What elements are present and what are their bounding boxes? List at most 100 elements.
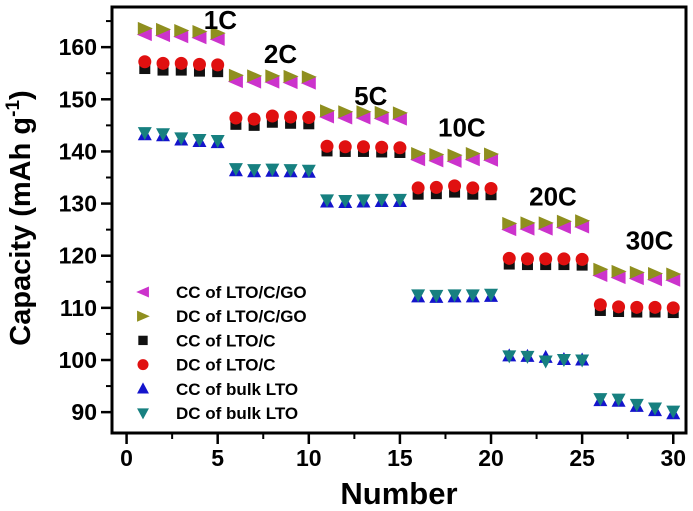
data-point-marker bbox=[464, 153, 480, 167]
data-point-marker bbox=[283, 164, 298, 178]
series-dc-of-lto-c bbox=[138, 55, 680, 315]
data-point-marker bbox=[593, 298, 607, 312]
data-point-marker bbox=[556, 214, 572, 228]
data-point-marker bbox=[610, 271, 626, 285]
data-point-marker bbox=[502, 251, 516, 265]
data-point-marker bbox=[648, 266, 664, 280]
data-point-marker bbox=[393, 141, 407, 155]
data-point-marker bbox=[246, 75, 262, 89]
y-axis-title: Capacity (mAh g-1) bbox=[3, 90, 37, 345]
legend-marker bbox=[137, 408, 149, 420]
data-point-marker bbox=[356, 105, 372, 119]
legend-item: DC of LTO/C bbox=[137, 356, 275, 375]
data-point-marker bbox=[612, 300, 626, 314]
data-point-marker bbox=[647, 273, 663, 287]
legend: CC of LTO/C/GO DC of LTO/C/GO CC of LTO/C D… bbox=[136, 283, 307, 423]
data-point-marker bbox=[539, 252, 553, 266]
data-point-marker bbox=[338, 105, 354, 119]
data-point-marker bbox=[611, 264, 627, 278]
data-point-marker bbox=[538, 355, 553, 369]
legend-marker bbox=[136, 286, 149, 298]
data-point-marker bbox=[156, 128, 171, 142]
data-point-marker bbox=[192, 133, 207, 147]
y-tick-label: 90 bbox=[71, 399, 97, 425]
data-point-marker bbox=[411, 147, 427, 161]
data-point-marker bbox=[373, 112, 389, 126]
data-point-marker bbox=[484, 147, 500, 161]
x-tick-label: 5 bbox=[211, 445, 224, 471]
data-point-marker bbox=[429, 148, 445, 162]
data-point-marker bbox=[448, 179, 462, 193]
y-tick-label: 110 bbox=[60, 295, 97, 321]
y-tick-label: 140 bbox=[59, 138, 97, 164]
data-point-marker bbox=[302, 111, 316, 125]
data-point-marker bbox=[229, 111, 243, 125]
data-point-marker bbox=[575, 252, 589, 266]
data-point-marker bbox=[301, 70, 317, 84]
data-point-marker bbox=[483, 153, 499, 167]
legend-label: DC of LTO/C bbox=[176, 356, 275, 375]
legend-item: DC of LTO/C/GO bbox=[137, 307, 307, 326]
data-point-marker bbox=[264, 75, 280, 89]
data-point-marker bbox=[446, 154, 462, 168]
x-tick-label: 0 bbox=[120, 445, 133, 471]
legend-label: CC of LTO/C bbox=[176, 331, 275, 350]
data-point-marker bbox=[156, 56, 170, 70]
data-point-marker bbox=[247, 112, 261, 126]
data-point-marker bbox=[484, 181, 498, 195]
data-point-marker bbox=[211, 58, 225, 72]
legend-label: CC of LTO/C/GO bbox=[176, 283, 307, 302]
data-point-marker bbox=[319, 110, 335, 124]
data-point-marker bbox=[355, 111, 371, 125]
data-point-marker bbox=[174, 132, 189, 146]
legend-item: CC of bulk LTO bbox=[137, 380, 298, 399]
data-point-marker bbox=[648, 402, 663, 416]
data-point-marker bbox=[502, 216, 518, 230]
data-point-marker bbox=[138, 55, 152, 69]
data-point-marker bbox=[447, 148, 463, 162]
legend-marker bbox=[137, 382, 149, 394]
data-point-marker bbox=[630, 300, 644, 314]
data-point-marker bbox=[375, 140, 389, 154]
data-point-marker bbox=[228, 163, 243, 177]
plot-area bbox=[110, 5, 688, 435]
data-point-marker bbox=[593, 393, 608, 407]
data-point-marker bbox=[592, 269, 608, 283]
data-point-marker bbox=[137, 127, 152, 141]
data-point-marker bbox=[156, 22, 172, 36]
data-point-marker bbox=[247, 164, 262, 178]
data-point-marker bbox=[338, 194, 353, 208]
data-point-marker bbox=[174, 23, 190, 37]
data-point-marker bbox=[611, 393, 626, 407]
data-point-marker bbox=[137, 21, 153, 35]
data-point-marker bbox=[210, 134, 225, 148]
x-tick-label: 10 bbox=[296, 445, 322, 471]
data-point-marker bbox=[429, 289, 444, 303]
data-point-marker bbox=[629, 398, 644, 412]
rate-label: 10C bbox=[438, 112, 486, 142]
data-point-marker bbox=[484, 288, 499, 302]
data-point-marker bbox=[174, 56, 188, 70]
legend-item: DC of bulk LTO bbox=[137, 404, 298, 423]
data-point-marker bbox=[392, 193, 407, 207]
data-point-marker bbox=[157, 64, 169, 76]
series-dc-of-lto-c-go bbox=[137, 21, 682, 281]
data-point-marker bbox=[466, 181, 480, 195]
data-point-marker bbox=[173, 30, 189, 44]
data-point-marker bbox=[301, 164, 316, 178]
legend-item: CC of LTO/C bbox=[138, 331, 275, 350]
data-point-marker bbox=[410, 153, 426, 167]
data-point-marker bbox=[209, 32, 225, 46]
data-point-marker bbox=[282, 76, 298, 90]
series-dc-of-bulk-lto bbox=[137, 127, 681, 419]
y-tick-label: 160 bbox=[59, 34, 97, 60]
data-point-marker bbox=[212, 66, 224, 78]
data-point-marker bbox=[374, 193, 389, 207]
data-point-marker bbox=[411, 289, 426, 303]
data-point-marker bbox=[501, 223, 517, 237]
x-axis-title: Number bbox=[340, 476, 457, 511]
data-point-marker bbox=[175, 64, 187, 76]
data-point-marker bbox=[227, 75, 243, 89]
data-point-marker bbox=[191, 31, 207, 45]
